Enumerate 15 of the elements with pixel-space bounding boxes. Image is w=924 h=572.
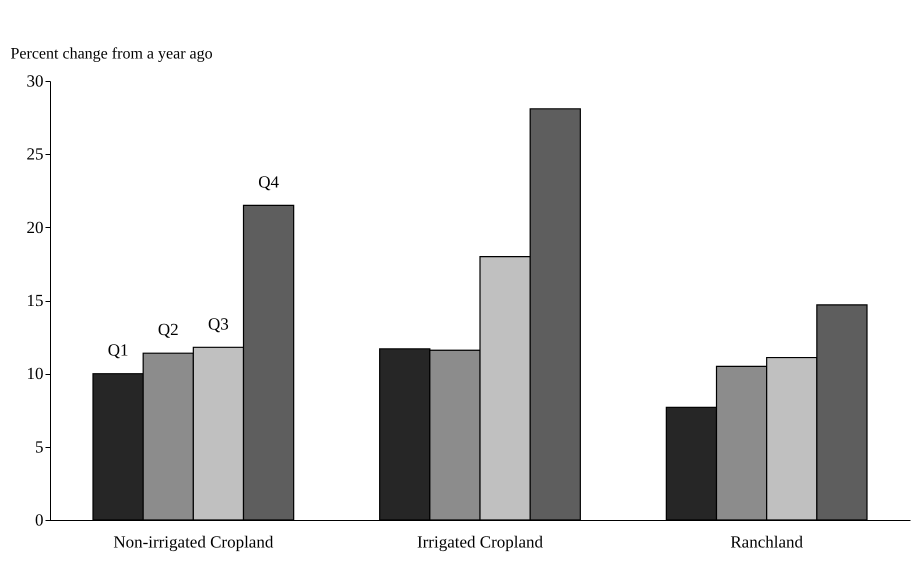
y-tick-label: 10 (26, 364, 44, 384)
x-tick-label: Ranchland (730, 532, 804, 552)
y-tick-label: 25 (26, 144, 44, 164)
y-tick-label: 30 (26, 72, 44, 90)
y-axis-title: Percent change from a year ago (10, 46, 213, 62)
x-tick-label: Non-irrigated Cropland (113, 532, 274, 552)
y-tick-label: 0 (35, 510, 44, 530)
series-label: Q3 (208, 314, 229, 334)
series-label: Q2 (158, 320, 179, 340)
series-label: Q4 (258, 172, 280, 192)
y-tick-label: 20 (26, 218, 44, 237)
y-tick-label: 15 (26, 291, 44, 310)
x-tick-label: Irrigated Cropland (416, 532, 544, 552)
y-tick-label: 5 (35, 437, 44, 456)
series-label: Q1 (108, 340, 128, 360)
